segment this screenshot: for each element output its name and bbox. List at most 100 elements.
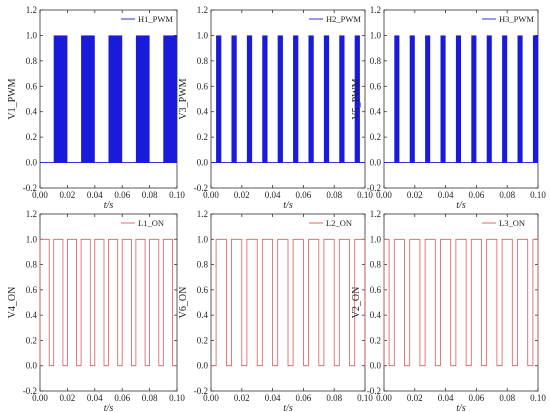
x-tick-label: 0.10	[530, 393, 546, 403]
chart-panel-1: -0.2 0.0 0.2 0.4 0.6 0.8 1.0 1.2 0.00 0.02 0.04 0.0…	[7, 5, 185, 211]
y-tick-label: 0.2	[26, 335, 37, 345]
y-tick-label: 0.2	[197, 335, 208, 345]
y-axis-label: V1_PWM	[7, 78, 18, 119]
y-tick-label: 0.0	[197, 361, 209, 371]
y-tick-label: 1.0	[197, 234, 209, 244]
y-tick-label: 0.6	[197, 81, 209, 91]
x-tick-label: 0.00	[376, 190, 392, 200]
pwm-burst	[163, 35, 177, 163]
y-tick-label: 0.4	[26, 310, 38, 320]
y-tick-label: 1.0	[197, 30, 209, 40]
y-tick-label: 0.2	[370, 132, 381, 142]
legend-label: H3_PWM	[499, 14, 534, 24]
y-axis-label: V3_PWM	[178, 78, 189, 119]
x-tick-label: 0.08	[499, 190, 515, 200]
x-tick-label: 0.10	[169, 393, 185, 403]
y-tick-label: 0.0	[197, 158, 209, 168]
y-tick-label: 0.4	[370, 107, 382, 117]
x-tick-label: 0.04	[438, 393, 454, 403]
y-tick-label: 0.2	[26, 132, 37, 142]
chart-panel-4: -0.2 0.0 0.2 0.4 0.6 0.8 1.0 1.2 0.00 0.02 0.04 0.0…	[7, 209, 185, 412]
pwm-burst	[262, 35, 268, 163]
series-line	[383, 238, 539, 367]
legend-label: L1_ON	[138, 218, 164, 228]
pwm-burst	[425, 35, 431, 163]
pwm-burst	[53, 35, 68, 163]
y-tick-label: 0.8	[197, 56, 209, 66]
pwm-burst	[216, 35, 222, 163]
x-tick-label: 0.08	[499, 393, 515, 403]
y-tick-label: 0.6	[197, 285, 209, 295]
x-tick-label: 0.02	[407, 393, 423, 403]
y-tick-label: 0.0	[26, 361, 38, 371]
pwm-burst	[231, 35, 237, 163]
pwm-burst	[323, 35, 330, 163]
plot-frame	[210, 9, 366, 189]
x-axis-label: t/s	[283, 403, 293, 412]
x-tick-label: 0.06	[114, 190, 130, 200]
y-tick-label: -0.2	[194, 183, 208, 193]
x-tick-label: 0.06	[114, 393, 130, 403]
pwm-burst	[293, 35, 299, 163]
pwm-burst	[394, 35, 400, 163]
y-tick-label: -0.2	[23, 183, 37, 193]
x-tick-label: 0.02	[234, 190, 250, 200]
y-tick-label: 1.2	[197, 209, 208, 219]
y-tick-label: 0.4	[197, 107, 209, 117]
chart-panel-5: -0.2 0.0 0.2 0.4 0.6 0.8 1.0 1.2 0.00 0.02 0.04 0.0…	[178, 209, 373, 412]
pwm-burst	[108, 35, 123, 163]
y-tick-label: 0.6	[26, 285, 38, 295]
series-line	[39, 238, 177, 367]
y-tick-label: 1.2	[370, 5, 381, 15]
y-tick-label: 0.4	[197, 310, 209, 320]
y-tick-label: 0.0	[370, 361, 382, 371]
legend-label: H1_PWM	[138, 14, 173, 24]
y-tick-label: 0.6	[370, 81, 382, 91]
pwm-burst	[502, 35, 508, 163]
x-tick-label: 0.02	[60, 393, 76, 403]
y-tick-label: 1.0	[26, 30, 38, 40]
series-line	[211, 238, 366, 367]
y-axis-label: V6_ON	[178, 287, 189, 319]
x-tick-label: 0.08	[142, 393, 158, 403]
pwm-burst	[308, 35, 314, 163]
pwm-burst	[532, 35, 538, 163]
chart-panel-6: -0.2 0.0 0.2 0.4 0.6 0.8 1.0 1.2 0.00 0.02 0.04 0.0…	[351, 209, 546, 412]
y-tick-label: 0.8	[26, 260, 38, 270]
chart-panel-2: -0.2 0.0 0.2 0.4 0.6 0.8 1.0 1.2 0.00 0.02 0.04 0.0…	[178, 5, 373, 211]
x-tick-label: 0.10	[169, 190, 185, 200]
y-tick-label: 0.0	[370, 158, 382, 168]
y-tick-label: 1.0	[26, 234, 38, 244]
x-tick-label: 0.00	[203, 190, 219, 200]
y-tick-label: 0.6	[26, 81, 38, 91]
y-tick-label: 1.0	[370, 234, 382, 244]
pwm-burst	[339, 35, 345, 163]
chart-panel-3: -0.2 0.0 0.2 0.4 0.6 0.8 1.0 1.2 0.00 0.02 0.04 0.0…	[351, 5, 546, 211]
y-tick-label: 0.4	[26, 107, 38, 117]
legend-label: L2_ON	[326, 218, 352, 228]
pwm-burst	[277, 35, 283, 163]
x-tick-label: 0.08	[326, 190, 342, 200]
x-tick-label: 0.00	[32, 190, 48, 200]
x-axis-label: t/s	[456, 403, 466, 412]
y-axis-label: V2_ON	[351, 287, 362, 319]
x-tick-label: 0.08	[142, 190, 158, 200]
x-tick-label: 0.04	[265, 190, 281, 200]
y-tick-label: 0.8	[370, 260, 382, 270]
y-tick-label: 1.2	[26, 209, 37, 219]
x-tick-label: 0.06	[469, 393, 485, 403]
y-tick-label: 1.2	[370, 209, 381, 219]
x-tick-label: 0.04	[265, 393, 281, 403]
pwm-burst	[81, 35, 95, 163]
pwm-burst	[246, 35, 253, 163]
x-tick-label: 0.02	[60, 190, 76, 200]
x-tick-label: 0.06	[469, 190, 485, 200]
x-tick-label: 0.04	[87, 190, 103, 200]
legend-label: H2_PWM	[326, 14, 361, 24]
pwm-burst	[354, 35, 360, 163]
y-tick-label: 0.2	[197, 132, 208, 142]
y-tick-label: -0.2	[367, 386, 381, 396]
x-tick-label: 0.04	[438, 190, 454, 200]
x-axis-label: t/s	[283, 200, 293, 211]
x-axis-label: t/s	[456, 200, 466, 211]
